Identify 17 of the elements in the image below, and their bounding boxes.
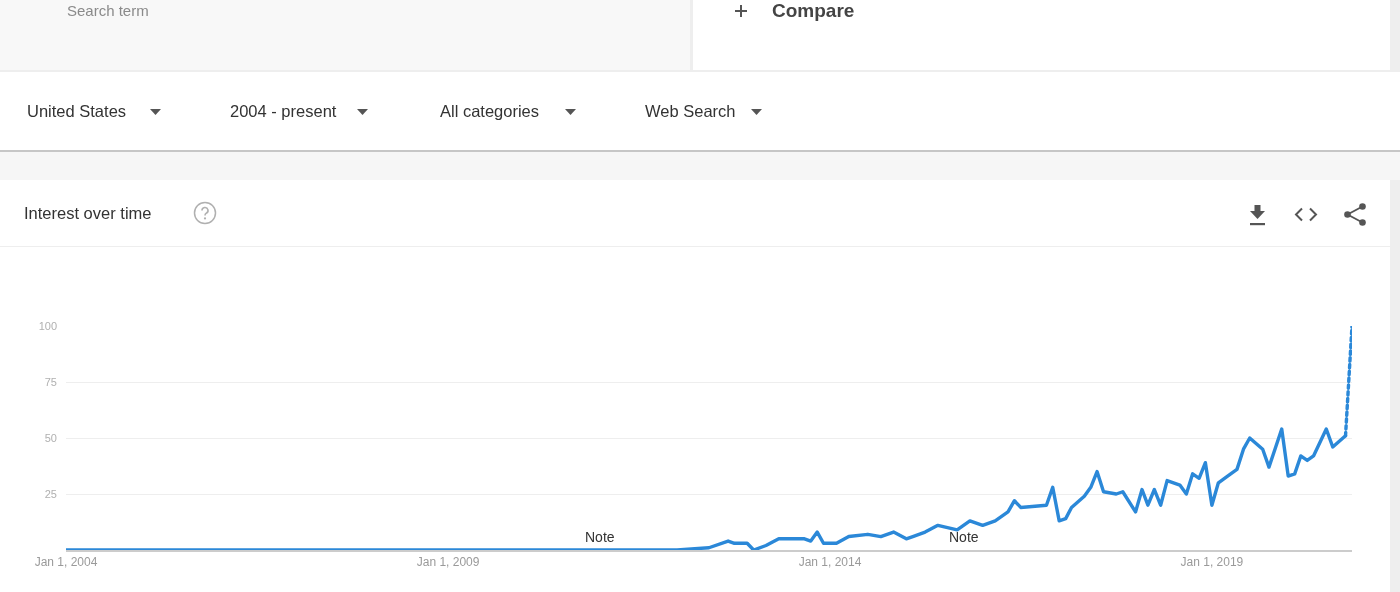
- y-tick-label: 50: [44, 431, 57, 444]
- x-tick-label: Jan 1, 2009: [416, 554, 480, 569]
- chart-title: Interest over time: [24, 203, 152, 222]
- annotation: Note: [585, 529, 615, 545]
- text: United States: [27, 102, 127, 120]
- y-tick-label: 100: [38, 319, 57, 332]
- text: Compare: [772, 0, 855, 21]
- text: Search term: [67, 2, 149, 19]
- x-tick-label: Jan 1, 2004: [34, 554, 98, 569]
- y-tick-label: 75: [44, 375, 57, 388]
- x-tick-label: Jan 1, 2014: [798, 554, 862, 569]
- text: 2004 - present: [230, 102, 337, 120]
- text: Web Search: [645, 102, 736, 120]
- x-tick-label: Jan 1, 2019: [1180, 554, 1244, 569]
- y-tick-label: 25: [44, 487, 57, 500]
- annotation: Note: [949, 529, 979, 545]
- text: All categories: [440, 102, 540, 120]
